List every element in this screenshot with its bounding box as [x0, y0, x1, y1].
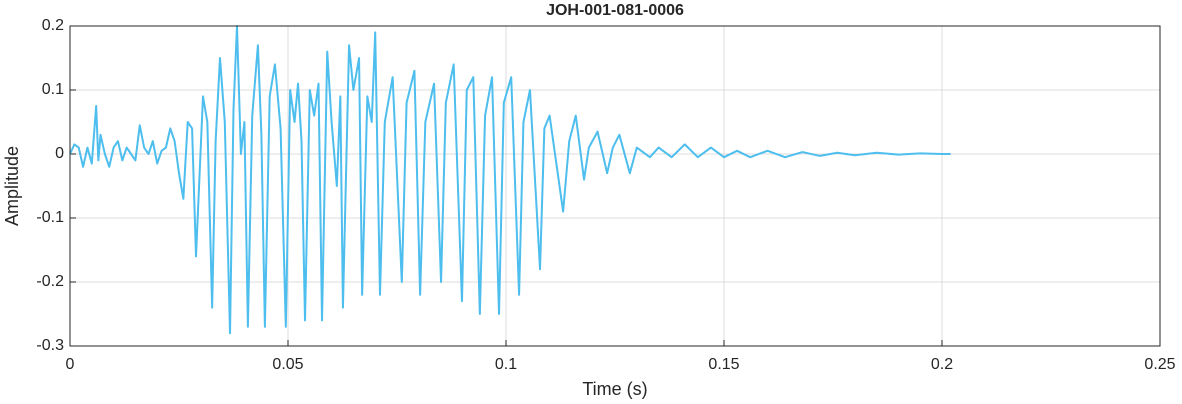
x-tick-label: 0.25	[1144, 356, 1175, 373]
x-tick-label: 0.1	[495, 356, 517, 373]
plot-area	[70, 26, 1160, 346]
y-tick-label: 0.2	[42, 17, 64, 34]
y-tick-label: 0.1	[42, 81, 64, 98]
x-tick-label: 0	[66, 356, 75, 373]
y-tick-label: -0.1	[36, 209, 64, 226]
x-tick-label: 0.15	[708, 356, 739, 373]
x-tick-label: 0.2	[931, 356, 953, 373]
y-tick-label: -0.3	[36, 337, 64, 354]
x-axis-label: Time (s)	[582, 379, 647, 399]
y-axis-label: Amplitude	[2, 146, 22, 226]
y-tick-label: 0	[55, 145, 64, 162]
y-tick-label: -0.2	[36, 273, 64, 290]
waveform-line	[69, 25, 951, 335]
axes-box	[69, 25, 1161, 347]
chart-title: JOH-001-081-0006	[546, 2, 684, 19]
x-tick-label: 0.05	[272, 356, 303, 373]
